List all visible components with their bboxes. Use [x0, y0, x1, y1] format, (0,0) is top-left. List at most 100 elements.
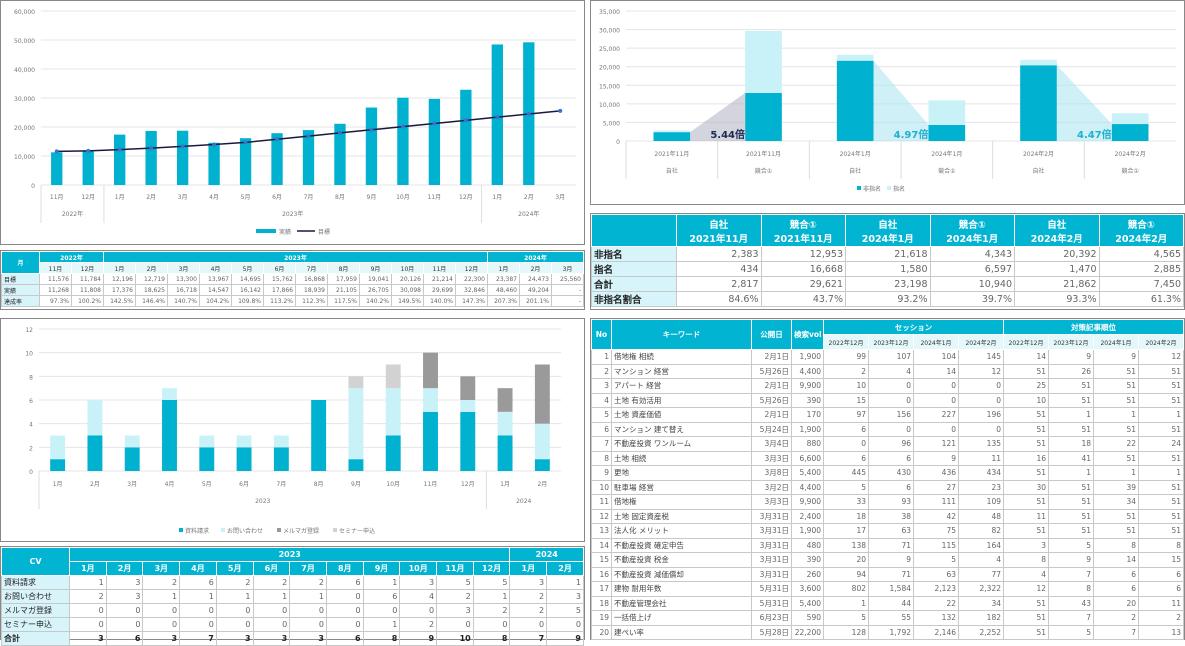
bar-segment [460, 411, 476, 471]
bar-segment [423, 352, 438, 389]
table-cell: 0 [509, 617, 548, 632]
target-point [86, 148, 91, 153]
table-cell: 201.1% [519, 295, 552, 307]
x-tick-label: 7月 [304, 194, 314, 201]
table-cell: 21,105 [327, 284, 360, 296]
metric-cell: 1 [823, 595, 869, 611]
bar-segment [199, 447, 215, 471]
table-cell: 13,967 [199, 273, 232, 285]
table-cell: 3 [142, 631, 181, 646]
bar-actual [428, 98, 441, 185]
table-cell: 112.3% [295, 295, 328, 307]
table-cell: 1 [69, 575, 107, 590]
table-cell: 1,470 [1014, 261, 1100, 277]
metric-cell: 51 [1048, 392, 1094, 408]
table-cell: 0 [179, 617, 217, 632]
table-cell: 0 [252, 617, 291, 632]
legend-label: 資料請求 [185, 527, 209, 535]
metric-cell: 51 [1048, 523, 1094, 539]
x-tick-label: 8月 [335, 194, 345, 201]
month-header: 6月 [252, 561, 291, 576]
table-cell: 3 [289, 631, 327, 646]
metric-cell: 38 [868, 508, 914, 524]
metric-cell: 1 [1138, 465, 1184, 481]
metric-cell: 1 [1093, 407, 1139, 423]
cv-table: CV 2023 2024 1月 2月 3月 4月 5月 6月 7月 8月 9月 10月 11月 12月 1月 2… [1, 547, 584, 646]
keyword-cell: 土地 有効活用 [611, 392, 752, 408]
x-tick-label: 2月 [90, 481, 100, 488]
month-header: 5月 [215, 561, 254, 576]
target-point [337, 130, 342, 135]
metric-cell: 51 [1003, 624, 1049, 640]
row-label: 非指名割合 [591, 291, 677, 307]
metric-cell: 1 [1093, 465, 1139, 481]
bar-segment [653, 130, 691, 133]
metric-cell: 7 [1093, 624, 1139, 640]
metric-cell: 1 [1138, 407, 1184, 423]
bar-segment [273, 435, 289, 448]
metric-cell: 12 [1003, 581, 1049, 597]
table-cell: 97.3% [39, 295, 72, 307]
metric-cell: 128 [823, 624, 869, 640]
x-tick-label: 3月 [555, 194, 565, 201]
table-cell: 8 [472, 631, 511, 646]
metric-cell: 0 [913, 392, 959, 408]
table-cell: 18,939 [295, 284, 328, 296]
table-cell: 21,214 [423, 273, 456, 285]
table-cell: 140.0% [423, 295, 456, 307]
metric-cell: 138 [823, 537, 869, 553]
bar-segment [124, 435, 140, 448]
table-cell: 7,450 [1098, 276, 1184, 292]
published-cell: 2月1日 [751, 349, 792, 365]
metric-cell: 51 [1138, 392, 1184, 408]
table-cell: 0 [142, 617, 181, 632]
column-header: 自社 2021年11月 [676, 214, 762, 247]
metric-cell: 41 [1048, 450, 1094, 466]
table-cell: 2 [436, 589, 474, 604]
metric-cell: 51 [1138, 494, 1184, 510]
x-tick-company: 自社 [849, 167, 861, 175]
table-cell: 3 [436, 603, 474, 618]
bar-segment [162, 388, 177, 400]
legend-swatch [333, 528, 337, 532]
x-group-label: 2024 [516, 498, 531, 505]
metric-cell: 7 [1048, 566, 1094, 582]
published-cell: 3月31日 [751, 566, 792, 582]
row-label: 達成率 [1, 295, 40, 307]
keyword-cell: マンション 建て替え [611, 421, 752, 437]
month-header: 11月 [39, 262, 72, 274]
metric-cell: 145 [958, 349, 1004, 365]
table-cell: 1 [289, 589, 327, 604]
table-cell: 0 [105, 603, 144, 618]
table-cell: 3 [546, 589, 584, 604]
no-cell: 14 [591, 537, 612, 553]
table-cell: 10 [436, 631, 474, 646]
metric-cell: 11 [1003, 508, 1049, 524]
metric-cell: 121 [913, 436, 959, 452]
table-cell: 7 [509, 631, 548, 646]
table-cell: 6,597 [929, 261, 1015, 277]
target-point [526, 112, 531, 117]
published-header: 公開日 [751, 319, 792, 350]
x-tick-label: 11月 [50, 194, 64, 201]
volume-cell: 5,400 [791, 595, 824, 611]
x-tick-company: 自社 [1032, 167, 1044, 175]
metric-cell: 51 [1003, 494, 1049, 510]
table-cell: 2 [69, 589, 107, 604]
metric-cell: 20 [823, 552, 869, 568]
y-tick-label: 5,000 [603, 120, 620, 127]
bar-actual [239, 138, 252, 185]
metric-cell: 1,792 [868, 624, 914, 640]
bar-segment [348, 376, 364, 389]
table-cell: 2,885 [1098, 261, 1184, 277]
published-cell: 3月2日 [751, 479, 792, 495]
metric-cell: 5 [823, 479, 869, 495]
month-header: 10月 [399, 561, 438, 576]
x-tick-label: 10月 [386, 481, 400, 488]
metric-cell: 445 [823, 465, 869, 481]
no-cell: 16 [591, 566, 612, 582]
table-row: 19 一括借上げ 6月23日 590 5 55 132 182 51 7 2 2 [591, 610, 1184, 626]
table-cell: 49,204 [519, 284, 552, 296]
table-cell: 117.5% [327, 295, 360, 307]
y-tick-label: 8 [29, 374, 33, 381]
